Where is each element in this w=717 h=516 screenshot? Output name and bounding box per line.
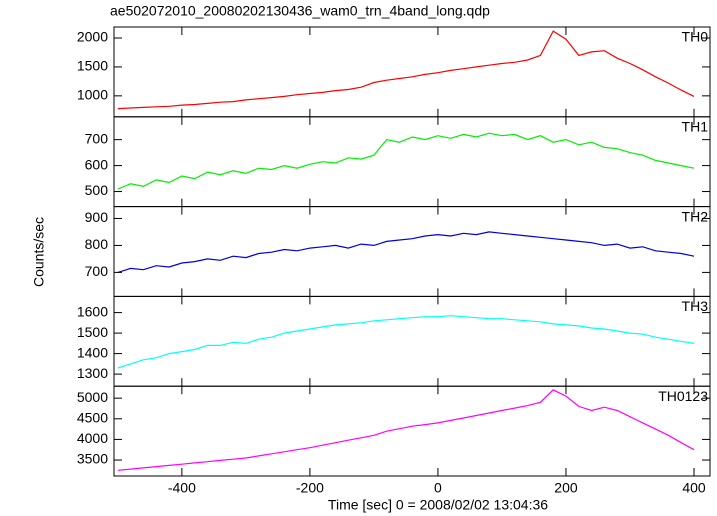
- x-tick-label: 400: [682, 480, 706, 496]
- y-tick-label: 700: [85, 130, 109, 146]
- chart-title: ae502072010_20080202130436_wam0_trn_4ban…: [110, 3, 490, 19]
- y-tick-label: 5000: [77, 389, 108, 405]
- y-tick-label: 800: [85, 236, 109, 252]
- x-axis-label: Time [sec] 0 = 2008/02/02 13:04:36: [328, 497, 548, 513]
- data-line: [117, 315, 695, 369]
- y-axis-label: Counts/sec: [31, 217, 47, 287]
- panel-frame: [113, 206, 711, 297]
- panel-label: TH1: [682, 119, 709, 135]
- panel-frame: [113, 116, 711, 208]
- y-tick-label: 1400: [77, 344, 108, 360]
- y-tick-label: 1500: [77, 324, 108, 340]
- x-tick-label: 200: [554, 480, 578, 496]
- panel-label: TH0123: [658, 388, 708, 404]
- y-tick-label: 3500: [77, 451, 108, 467]
- panel-frame: [113, 385, 711, 477]
- y-tick-label: 1600: [77, 303, 108, 319]
- y-tick-label: 4500: [77, 409, 108, 425]
- data-line: [117, 132, 695, 190]
- data-line: [117, 389, 695, 471]
- y-tick-label: 600: [85, 156, 109, 172]
- y-tick-label: 900: [85, 209, 109, 225]
- y-tick-label: 1500: [77, 58, 108, 74]
- panel-frame: [113, 295, 711, 387]
- data-line: [117, 231, 695, 273]
- y-tick-label: 2000: [77, 29, 108, 45]
- x-tick-label: 0: [434, 480, 442, 496]
- panel-label: TH2: [682, 208, 709, 224]
- y-tick-label: 4000: [77, 430, 108, 446]
- y-tick-label: 1000: [77, 87, 108, 103]
- y-tick-label: 700: [85, 263, 109, 279]
- panel-label: TH3: [682, 298, 709, 314]
- x-tick-label: -200: [296, 480, 324, 496]
- y-tick-label: 500: [85, 182, 109, 198]
- y-tick-label: 1300: [77, 365, 108, 381]
- data-line: [117, 30, 695, 110]
- panel-label: TH0: [682, 29, 709, 45]
- x-tick-label: -400: [168, 480, 196, 496]
